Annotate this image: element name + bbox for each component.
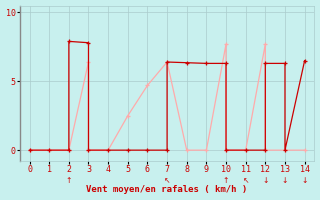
X-axis label: Vent moyen/en rafales ( km/h ): Vent moyen/en rafales ( km/h ) bbox=[86, 185, 248, 194]
Text: ↑: ↑ bbox=[66, 176, 72, 185]
Text: ↑: ↑ bbox=[223, 176, 229, 185]
Text: ↓: ↓ bbox=[262, 176, 268, 185]
Text: ↓: ↓ bbox=[282, 176, 288, 185]
Text: ↖: ↖ bbox=[164, 176, 170, 185]
Text: ↖: ↖ bbox=[243, 176, 249, 185]
Text: ↓: ↓ bbox=[301, 176, 308, 185]
